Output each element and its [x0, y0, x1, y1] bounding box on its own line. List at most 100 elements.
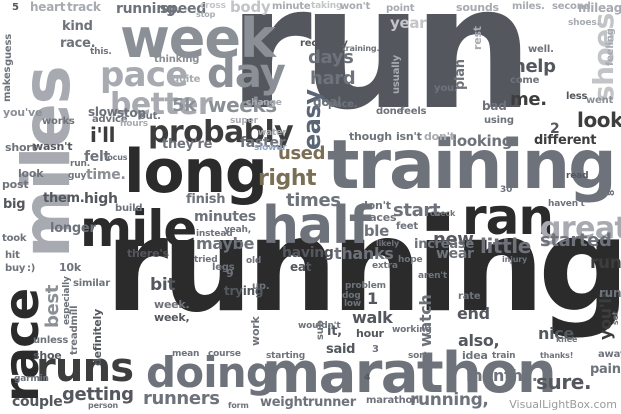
word-started: started [540, 230, 612, 251]
word-small: you've [3, 106, 43, 119]
word-small: hours [120, 119, 148, 129]
word-i-ll: i'll [90, 123, 116, 147]
word-small: similar [73, 278, 110, 289]
word-having: having [282, 245, 334, 261]
word-end: end [457, 304, 490, 323]
word-sure: sure. [536, 370, 592, 394]
word-running-comma: running, [410, 390, 489, 410]
word-small: yeah, [224, 225, 251, 235]
word-small: recovery [300, 38, 348, 49]
word-small: big [3, 197, 26, 212]
word-high: high [84, 191, 118, 207]
word-small: check [430, 209, 456, 218]
word-small: shoe [33, 349, 62, 362]
word-time: time. [86, 167, 126, 183]
word-small: slower [254, 143, 287, 153]
word-small: feeling [605, 28, 616, 66]
word-small: treadmill [69, 305, 80, 355]
word-said: said [326, 342, 356, 357]
word-long: long [124, 137, 268, 207]
word-runs: runs [36, 345, 134, 391]
word-used: used [278, 143, 326, 164]
word-days: days [308, 47, 354, 68]
word-looking: looking [452, 132, 513, 150]
word-small: well. [528, 44, 554, 55]
word-small: sounds [456, 1, 499, 14]
word-small: short [5, 141, 37, 154]
word-them: them. [43, 191, 85, 206]
word-slow: slow [88, 105, 118, 119]
word-small: though [349, 130, 392, 143]
word-longer: longer [50, 221, 96, 236]
word-new: new [433, 229, 474, 250]
word-track: track [67, 0, 101, 14]
word-small: legs [212, 262, 235, 273]
word-small: course [208, 349, 241, 359]
word-small: likely [376, 239, 400, 248]
word-running-dot: running. [116, 1, 181, 17]
word-week: week [120, 7, 276, 70]
word-small: train [492, 351, 516, 361]
word-small: second [552, 1, 591, 12]
word-kind: kind [62, 19, 93, 34]
word-5k: 5k [172, 95, 196, 116]
word-small: water [258, 128, 287, 138]
word-small: read [566, 171, 589, 181]
word-small: away [598, 349, 621, 360]
word-small: took [2, 233, 27, 244]
word-small: sort [408, 351, 428, 361]
word-small: hit [5, 250, 20, 261]
word-small: isn't [396, 130, 422, 143]
word-small: change [246, 98, 282, 108]
word-small: mean [172, 349, 200, 359]
word-race-dot: race. [60, 36, 96, 51]
word-small: work [249, 316, 262, 346]
word-couple: couple [12, 394, 63, 410]
word-walk: walk [352, 308, 393, 327]
word-small: quite [172, 74, 201, 85]
word-small: focus [104, 153, 128, 162]
word-small: minute [272, 1, 311, 12]
word-small: pace. [328, 99, 358, 110]
word-small: you. [434, 83, 458, 94]
word-minutes: minutes [194, 209, 256, 225]
word-watch: watch [416, 294, 435, 347]
word-run: run [228, 0, 534, 148]
word-small: 1 [367, 289, 378, 308]
word-small: extra [372, 261, 398, 271]
word-maybe: maybe [196, 234, 255, 253]
word-small: instead [196, 229, 233, 239]
watermark: VisualLightBox.com [509, 398, 617, 411]
word-heart: heart [30, 0, 66, 14]
word-small: tried [194, 255, 218, 265]
word-small: usually [391, 55, 402, 94]
word-half: half [262, 196, 371, 256]
word-year: year [390, 14, 427, 32]
word-times: times [286, 190, 341, 211]
word-small: feels [400, 106, 427, 117]
word-small: guy [68, 171, 87, 181]
word-little: little [480, 234, 531, 258]
word-stop: stop [117, 106, 146, 120]
word-small: starting [266, 351, 305, 361]
word-speed: speed [160, 1, 206, 17]
word-small: 3 [372, 344, 379, 355]
word-pain: pain [590, 362, 621, 377]
word-small: old [246, 256, 262, 266]
word-small: works [42, 116, 75, 127]
word-small: races [364, 211, 397, 224]
word-week-comma: week, [154, 311, 190, 324]
word-small: point [386, 3, 415, 14]
word-small: 30 [500, 185, 513, 195]
word-small: marathon. [366, 395, 423, 406]
word-small: up. [252, 281, 270, 292]
word-small: advice [92, 114, 128, 125]
word-nice: nice [538, 324, 574, 343]
word-thanks: thanks [334, 244, 394, 263]
word-small: training. [342, 44, 380, 53]
word-small: hope [398, 255, 423, 265]
word-small: taking [311, 1, 343, 11]
word-running: running [105, 192, 621, 341]
word-getting: getting [62, 384, 134, 405]
